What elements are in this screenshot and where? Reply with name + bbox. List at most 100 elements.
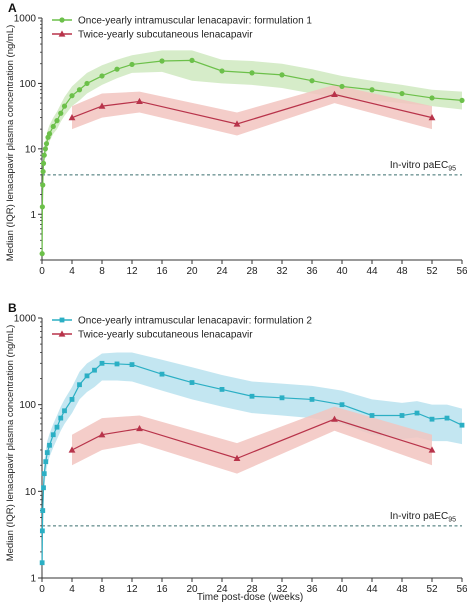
data-point-a-0 [39,204,45,210]
x-tick-label-b: 40 [336,584,348,595]
data-point-b-0 [40,508,46,513]
x-tick-label-a: 44 [366,266,378,277]
data-point-b-1 [233,454,241,461]
data-point-b-0 [459,422,465,428]
data-point-b-0 [309,397,315,402]
data-point-a-0 [40,160,47,166]
iqr-band-a-1 [72,84,432,136]
legend-label-b-1: Twice-yearly subcutaneous lenacapavir [78,330,253,341]
y-tick-label-a: 10 [25,144,37,155]
data-point-a-0 [114,66,120,72]
data-point-b-0 [99,360,105,366]
x-tick-label-b: 52 [426,584,438,595]
data-point-b-0 [54,424,60,430]
reference-label-a: In-vitro paEC95 [390,160,456,173]
data-point-b-0 [41,485,46,491]
data-point-b-0 [189,380,195,385]
data-point-a-0 [159,58,165,64]
data-point-a-1 [233,120,241,127]
data-point-a-0 [339,83,345,90]
x-tick-label-b: 8 [99,584,105,595]
data-point-b-0 [369,413,375,418]
data-point-a-1 [68,114,76,121]
data-point-b-1 [428,446,436,453]
data-point-b-0 [279,395,285,401]
data-point-a-0 [84,80,90,87]
data-point-a-0 [219,68,225,74]
data-point-a-1 [428,114,436,121]
data-point-b-0 [58,415,64,421]
data-point-b-0 [129,362,135,367]
x-tick-label-a: 24 [216,266,228,277]
data-point-b-0 [43,459,49,465]
data-point-a-0 [99,73,105,79]
x-tick-label-a: 48 [396,266,408,277]
y-tick-label-a: 1 [30,210,36,221]
y-axis-label-b: Median (IQR) lenacapavir plasma concentr… [5,325,16,562]
data-point-a-0 [41,152,47,158]
y-tick-label-b: 1 [30,574,36,585]
x-axis-label: Time post-dose (weeks) [197,592,303,603]
data-point-b-0 [41,471,47,477]
legend-label-a-0: Once-yearly intramuscular lenacapavir: f… [78,16,312,27]
data-point-a-0 [459,97,465,104]
data-point-b-0 [84,373,90,379]
data-point-b-0 [339,402,345,408]
data-point-b-0 [62,408,67,414]
data-point-a-0 [369,87,375,93]
data-point-a-0 [69,93,75,99]
data-point-b-1 [136,424,143,432]
x-tick-label-a: 28 [246,266,258,277]
x-tick-label-b: 44 [366,584,378,595]
legend-marker-b-1 [58,330,66,337]
legend-marker-b-0 [59,317,65,323]
data-point-a-0 [40,168,46,175]
x-tick-label-a: 40 [336,266,348,277]
x-tick-label-b: 24 [216,584,228,595]
reference-label-subscript: 95 [448,165,456,172]
x-tick-label-a: 8 [99,266,105,277]
x-tick-label-a: 36 [306,266,318,277]
legend-marker-a-0 [59,17,65,23]
x-tick-label-b: 28 [246,584,258,595]
iqr-band-b-1 [72,406,432,474]
panel-label-a: A [8,1,17,15]
data-point-a-0 [42,146,48,152]
data-point-b-0 [159,371,165,377]
reference-label-subscript: 95 [448,516,456,523]
data-point-b-1 [331,415,338,422]
data-point-b-0 [77,382,82,388]
x-tick-label-b: 12 [126,584,138,595]
x-tick-label-a: 4 [69,266,75,277]
data-point-a-0 [54,118,60,124]
x-tick-label-a: 32 [276,266,288,277]
data-point-a-0 [249,70,255,76]
data-point-b-0 [219,387,225,392]
data-point-b-0 [39,560,45,566]
iqr-band-b-0 [42,352,463,575]
data-point-a-0 [129,61,135,68]
x-tick-label-a: 16 [156,266,168,277]
data-point-a-0 [46,131,53,137]
data-point-a-0 [76,87,83,93]
data-point-b-0 [444,415,450,421]
x-tick-label-b: 16 [156,584,168,595]
series-line-b-1 [71,418,433,460]
data-point-a-0 [189,57,195,63]
y-tick-label-b: 1000 [14,314,37,325]
x-tick-label-b: 32 [276,584,288,595]
data-point-a-1 [331,90,338,97]
data-point-b-0 [429,416,435,422]
y-axis-label-a: Median (IQR) lenacapavir plasma concentr… [5,25,16,262]
x-tick-label-a: 12 [126,266,138,277]
reference-label-b: In-vitro paEC95 [390,511,456,524]
x-tick-label-a: 20 [186,266,198,277]
x-tick-label-a: 0 [39,266,45,277]
data-point-a-0 [61,103,68,109]
data-point-a-0 [50,123,56,130]
legend-label-b-0: Once-yearly intramuscular lenacapavir: f… [78,316,312,327]
